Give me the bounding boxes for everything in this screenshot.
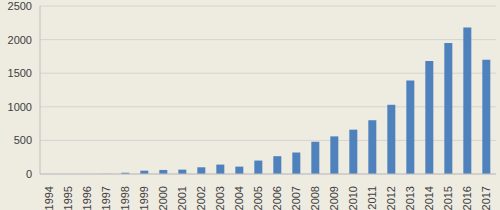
svg-text:2013: 2013 — [404, 186, 416, 210]
svg-text:2008: 2008 — [309, 186, 321, 210]
svg-text:2009: 2009 — [328, 186, 340, 210]
svg-text:1997: 1997 — [100, 186, 112, 210]
svg-text:2014: 2014 — [423, 186, 435, 210]
svg-text:2016: 2016 — [461, 186, 473, 210]
svg-text:1999: 1999 — [138, 186, 150, 210]
svg-text:2006: 2006 — [271, 186, 283, 210]
svg-text:2017: 2017 — [480, 186, 492, 210]
svg-text:2012: 2012 — [385, 186, 397, 210]
svg-text:1500: 1500 — [8, 67, 32, 79]
svg-text:500: 500 — [14, 134, 32, 146]
svg-text:2500: 2500 — [8, 0, 32, 12]
svg-text:2000: 2000 — [8, 34, 32, 46]
svg-text:1994: 1994 — [43, 186, 55, 210]
svg-text:0: 0 — [26, 168, 32, 180]
svg-text:1995: 1995 — [62, 186, 74, 210]
svg-text:2003: 2003 — [214, 186, 226, 210]
svg-text:2015: 2015 — [442, 186, 454, 210]
svg-text:2011: 2011 — [366, 186, 378, 210]
svg-text:2001: 2001 — [176, 186, 188, 210]
svg-text:1998: 1998 — [119, 186, 131, 210]
svg-text:2010: 2010 — [347, 186, 359, 210]
svg-text:2000: 2000 — [157, 186, 169, 210]
svg-text:1000: 1000 — [8, 101, 32, 113]
svg-text:2007: 2007 — [290, 186, 302, 210]
svg-text:2002: 2002 — [195, 186, 207, 210]
svg-text:1996: 1996 — [81, 186, 93, 210]
svg-text:2005: 2005 — [252, 186, 264, 210]
svg-text:2004: 2004 — [233, 186, 245, 210]
